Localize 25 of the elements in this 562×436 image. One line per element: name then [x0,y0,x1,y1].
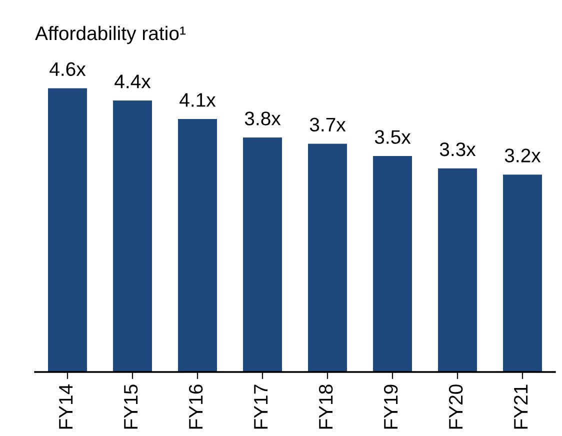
data-label: 3.5x [374,130,411,144]
data-label: 4.4x [114,74,151,88]
chart-title: Affordability ratio¹ [35,26,186,44]
bar [178,119,217,372]
data-label: 3.2x [504,148,541,162]
bar [243,138,282,372]
data-label: 4.6x [50,62,86,76]
x-tick-label: FY19 [384,384,398,429]
x-tick-label: FY18 [318,384,333,429]
data-label: 3.3x [440,142,476,156]
x-tick-label: FY17 [254,384,268,429]
x-tick-label: FY15 [124,384,138,429]
bar [308,144,347,372]
bar [503,174,542,372]
x-tick-label: FY20 [448,384,463,429]
data-label: 3.7x [310,118,346,132]
data-label: 3.8x [244,112,281,126]
x-tick-label: FY16 [188,384,203,429]
bar [373,156,412,372]
x-tick-label: FY21 [514,384,528,429]
bar [48,88,87,372]
x-tick-label: FY14 [59,384,73,429]
bar [438,168,477,372]
bar [113,100,152,372]
data-label: 4.1x [180,93,216,107]
